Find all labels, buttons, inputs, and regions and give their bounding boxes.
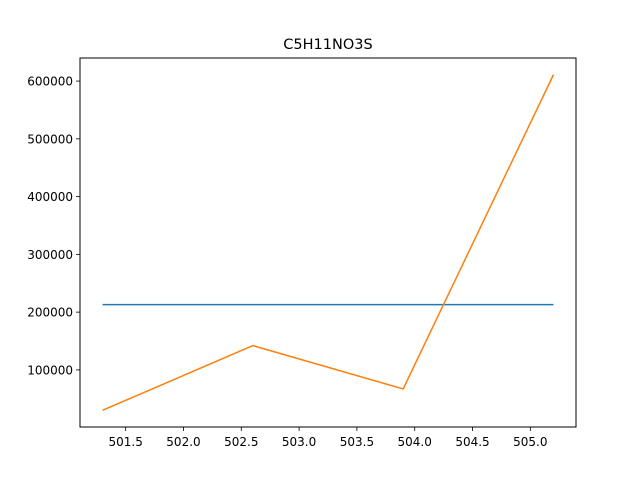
x-tick-label: 502.0 <box>166 435 200 449</box>
x-tick-label: 505.0 <box>513 435 547 449</box>
y-tick-label: 200000 <box>27 306 73 320</box>
series-layer <box>102 74 555 411</box>
x-axis: 501.5 502.0 502.5 503.0 503.5 504.0 504.5 505.0 <box>108 427 548 449</box>
y-tick-label: 400000 <box>27 190 73 204</box>
y-tick-label: 600000 <box>27 75 73 89</box>
x-tick-label: 502.5 <box>224 435 258 449</box>
chart-title: C5H11NO3S <box>283 37 372 53</box>
y-tick-label: 500000 <box>27 132 73 146</box>
x-tick-label: 503.5 <box>340 435 374 449</box>
x-tick-label: 504.5 <box>455 435 489 449</box>
y-tick-label: 100000 <box>27 363 73 377</box>
x-tick-label: 501.5 <box>108 435 142 449</box>
plot-frame <box>79 57 577 428</box>
y-axis: 100000 200000 300000 400000 500000 600000 <box>27 75 80 377</box>
series-line-2 <box>102 74 555 411</box>
y-tick-label: 300000 <box>27 248 73 262</box>
x-tick-label: 504.0 <box>398 435 432 449</box>
x-tick-label: 503.0 <box>282 435 316 449</box>
